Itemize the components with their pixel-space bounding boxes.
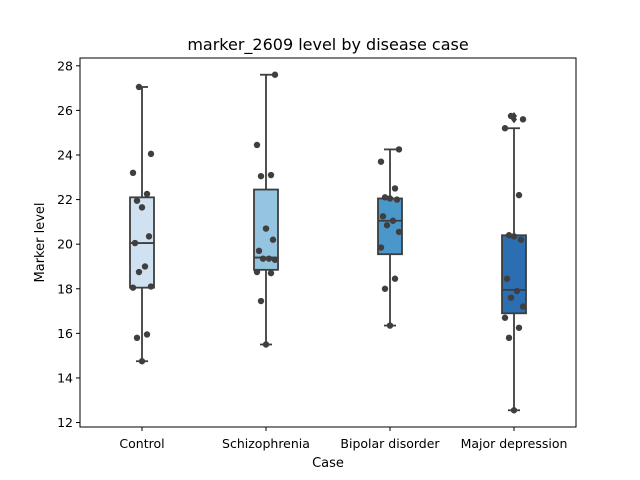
data-point bbox=[271, 256, 279, 263]
data-point bbox=[507, 294, 515, 301]
box-group-3 bbox=[501, 111, 527, 414]
data-point bbox=[513, 287, 521, 295]
chart-title: marker_2609 level by disease case bbox=[187, 35, 468, 55]
data-point bbox=[377, 158, 385, 165]
data-point bbox=[501, 125, 509, 132]
data-point bbox=[135, 268, 143, 276]
data-point bbox=[269, 236, 277, 243]
y-tick-label: 14 bbox=[57, 370, 73, 385]
data-point bbox=[501, 314, 509, 321]
data-point bbox=[131, 239, 139, 247]
data-point bbox=[381, 194, 389, 201]
data-point bbox=[135, 83, 143, 91]
data-point bbox=[267, 269, 275, 277]
x-tick-label: Major depression bbox=[461, 436, 568, 451]
data-point bbox=[129, 284, 137, 291]
data-point bbox=[395, 228, 403, 236]
data-point bbox=[377, 244, 385, 251]
data-point bbox=[519, 116, 527, 123]
x-tick-label: Bipolar disorder bbox=[340, 436, 440, 451]
y-axis: 12 14 16 18 20 22 24 26 28 bbox=[57, 58, 80, 430]
y-tick-label: 16 bbox=[57, 326, 73, 341]
box-iqr bbox=[253, 188, 279, 271]
box-group-2 bbox=[377, 146, 403, 329]
data-point bbox=[133, 334, 141, 342]
data-point bbox=[253, 268, 261, 276]
data-point bbox=[515, 191, 523, 199]
data-point bbox=[391, 185, 399, 192]
data-point bbox=[519, 303, 527, 310]
data-point bbox=[259, 255, 267, 262]
y-tick-label: 22 bbox=[57, 192, 73, 207]
y-axis-label: Marker level bbox=[33, 203, 48, 283]
data-point bbox=[379, 213, 387, 220]
data-point bbox=[257, 172, 265, 180]
data-point bbox=[257, 297, 265, 305]
y-tick-label: 20 bbox=[57, 237, 73, 252]
data-point bbox=[503, 275, 511, 282]
data-point bbox=[517, 236, 525, 243]
y-tick-label: 12 bbox=[57, 415, 73, 430]
data-point bbox=[138, 204, 146, 211]
x-tick-label: Control bbox=[119, 436, 164, 451]
data-point bbox=[395, 146, 403, 153]
data-point bbox=[386, 322, 394, 329]
data-point bbox=[515, 324, 523, 331]
data-point bbox=[129, 169, 137, 177]
data-point bbox=[147, 150, 155, 158]
y-tick-label: 26 bbox=[57, 103, 73, 118]
data-point bbox=[138, 358, 146, 365]
data-point bbox=[510, 233, 518, 240]
box-iqr bbox=[501, 234, 527, 315]
x-axis-label: Case bbox=[312, 456, 344, 471]
x-axis: Control Schizophrenia Bipolar disorder Majo… bbox=[119, 427, 567, 451]
data-point bbox=[147, 283, 155, 290]
data-point bbox=[262, 341, 270, 348]
data-point bbox=[141, 263, 149, 270]
data-point bbox=[253, 141, 261, 149]
data-point bbox=[389, 217, 397, 224]
box-group-0 bbox=[129, 83, 155, 365]
data-point bbox=[393, 196, 401, 203]
plot-area-frame bbox=[79, 57, 577, 428]
data-point bbox=[386, 195, 394, 202]
box-group-1 bbox=[253, 71, 279, 348]
data-point bbox=[133, 197, 141, 204]
box-series bbox=[129, 71, 527, 414]
data-point bbox=[143, 190, 151, 198]
data-point bbox=[267, 171, 275, 179]
data-point bbox=[255, 247, 263, 255]
data-point bbox=[143, 331, 151, 338]
data-point bbox=[505, 232, 513, 239]
x-tick-label: Schizophrenia bbox=[222, 436, 310, 451]
y-tick-label: 24 bbox=[57, 147, 73, 162]
data-point bbox=[265, 255, 273, 262]
y-tick-label: 18 bbox=[57, 281, 73, 296]
data-point bbox=[145, 233, 153, 240]
data-point bbox=[391, 275, 399, 282]
data-point bbox=[510, 407, 518, 414]
data-point bbox=[383, 222, 391, 229]
data-point bbox=[271, 71, 279, 78]
data-point bbox=[505, 334, 513, 342]
data-point bbox=[262, 225, 270, 232]
data-point bbox=[507, 112, 515, 120]
data-point bbox=[381, 285, 389, 292]
y-tick-label: 28 bbox=[57, 58, 73, 73]
